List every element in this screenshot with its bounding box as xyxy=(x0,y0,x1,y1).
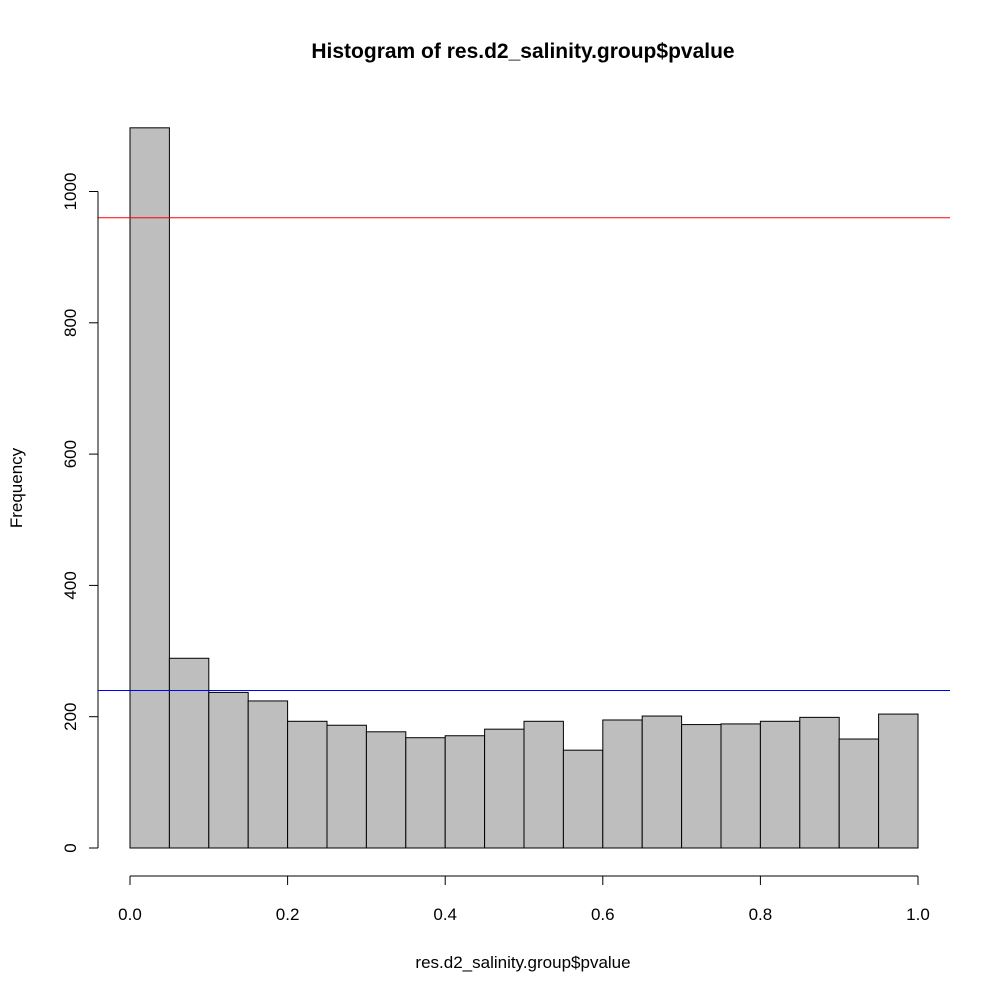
histogram-bar xyxy=(129,127,170,849)
reference-lines xyxy=(98,217,950,691)
bars-group xyxy=(129,127,919,849)
histogram-bar xyxy=(838,738,880,849)
x-tick-label: 0.4 xyxy=(433,905,457,924)
y-axis-label: Frequency xyxy=(7,447,26,528)
histogram-bar xyxy=(208,691,249,849)
x-tick-label: 1.0 xyxy=(906,905,930,924)
y-tick-label: 0 xyxy=(61,843,80,852)
y-axis: 0 200 400 600 800 1000 xyxy=(61,173,99,853)
x-tick-label: 0.0 xyxy=(118,905,142,924)
histogram-bar xyxy=(878,713,919,849)
histogram-bar xyxy=(799,716,840,849)
histogram-bar xyxy=(720,723,761,849)
x-tick-label: 0.2 xyxy=(276,905,300,924)
histogram-bar xyxy=(759,720,801,849)
x-axis-label: res.d2_salinity.group$pvalue xyxy=(415,953,630,972)
histogram-bar xyxy=(562,749,604,849)
histogram-bar xyxy=(287,720,328,849)
chart-title: Histogram of res.d2_salinity.group$pvalu… xyxy=(311,40,734,63)
x-axis: 0.0 0.2 0.4 0.6 0.8 1.0 xyxy=(118,875,930,924)
y-tick-label: 1000 xyxy=(61,173,80,211)
histogram-bar xyxy=(484,728,525,849)
histogram-bar xyxy=(523,720,564,849)
histogram-bar xyxy=(365,731,407,849)
histogram-bar xyxy=(405,737,446,849)
y-tick-label: 200 xyxy=(61,703,80,731)
histogram-bar xyxy=(641,715,683,849)
x-tick-label: 0.8 xyxy=(749,905,773,924)
histogram-bar xyxy=(602,719,643,849)
y-tick-label: 600 xyxy=(61,440,80,468)
histogram-bar xyxy=(681,724,722,849)
histogram-bar xyxy=(444,735,486,849)
histogram-bar xyxy=(247,700,289,849)
histogram-bar xyxy=(168,657,210,849)
x-tick-label: 0.6 xyxy=(591,905,615,924)
y-tick-label: 400 xyxy=(61,571,80,599)
y-tick-label: 800 xyxy=(61,309,80,337)
histogram-bar xyxy=(326,724,367,849)
